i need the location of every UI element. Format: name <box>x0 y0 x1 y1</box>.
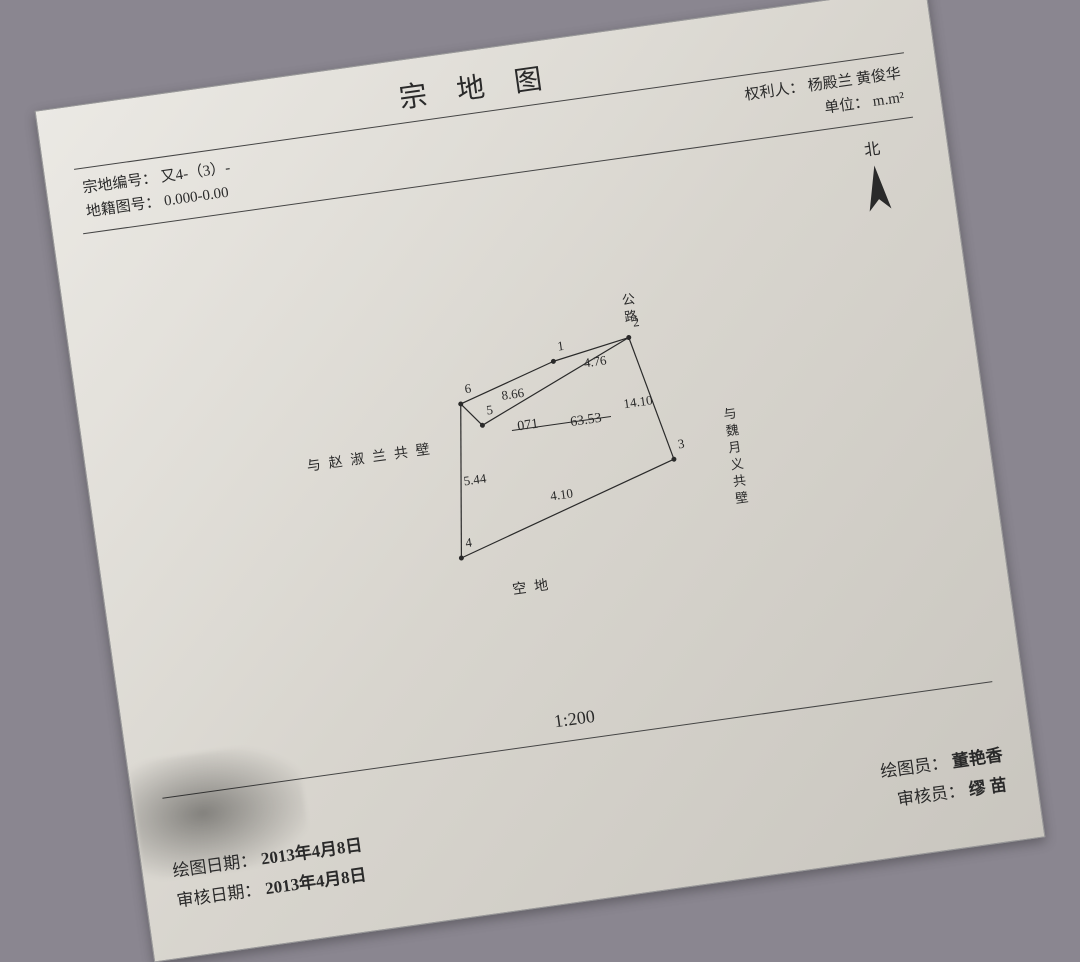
node-id: 5 <box>485 401 494 417</box>
boundary-label: 与赵淑兰共壁 <box>306 440 439 474</box>
parcel-edge <box>461 422 674 594</box>
draw-date-label: 绘图日期： <box>171 850 258 881</box>
unit-value: m.m² <box>872 90 906 110</box>
north-label: 北 <box>863 141 881 160</box>
check-date-label: 审核日期： <box>176 880 263 911</box>
boundary-label: 公路 <box>621 291 638 325</box>
drafter-value: 董艳香 <box>951 745 1004 771</box>
unit-label: 单位： <box>823 95 870 117</box>
map-no-value: 0.000-0.00 <box>163 185 230 210</box>
header-left: 宗地编号： 又4-（3）- 地籍图号： 0.000-0.00 <box>81 156 235 224</box>
edge-length: 8.66 <box>500 384 525 402</box>
node-id: 6 <box>464 380 473 396</box>
footer-right: 绘图员： 董艳香 审核员： 缪 苗 <box>878 740 1009 818</box>
parcel-node <box>625 334 632 341</box>
inner-label: 071 <box>516 416 539 434</box>
parcel-edge <box>553 317 628 381</box>
header-right: 权利人： 杨殿兰 黄俊华 单位： m.m² <box>743 62 906 131</box>
parcel-node <box>458 554 465 561</box>
checker-label: 审核员： <box>896 781 966 809</box>
boundary-label: 与魏月义共壁 <box>722 405 749 506</box>
boundary-label: 空地 <box>511 576 557 598</box>
north-arrow-icon <box>859 163 897 227</box>
parcel-edge <box>482 325 628 437</box>
checker-value: 缪 苗 <box>968 776 1009 800</box>
parcel-plot: 4.7614.104.105.448.6612346507163.53公路与魏月… <box>254 234 822 683</box>
node-id: 3 <box>677 435 686 451</box>
parcel-edge <box>461 345 554 420</box>
parcel-node <box>550 357 557 364</box>
footer-left: 绘图日期： 2013年4月8日 审核日期： 2013年4月8日 <box>171 830 369 917</box>
parcel-edge <box>461 401 483 428</box>
diagram-zone: 北 4.7614.104.105.448.6612346507163.53公路与… <box>83 120 992 799</box>
edge-length: 5.44 <box>462 470 487 488</box>
node-id: 1 <box>556 337 565 353</box>
document-page: 宗地图 宗地编号： 又4-（3）- 地籍图号： 0.000-0.00 权利人： … <box>35 0 1046 962</box>
parcel-node <box>670 455 677 462</box>
node-id: 4 <box>464 534 473 550</box>
edge-length: 4.76 <box>583 352 608 370</box>
owner-label: 权利人： <box>744 80 806 104</box>
north-compass: 北 <box>855 134 897 227</box>
edge-length: 4.10 <box>549 485 574 503</box>
map-no-label: 地籍图号： <box>85 194 162 220</box>
drafter-label: 绘图员： <box>879 753 949 781</box>
edge-length: 14.10 <box>622 392 653 411</box>
